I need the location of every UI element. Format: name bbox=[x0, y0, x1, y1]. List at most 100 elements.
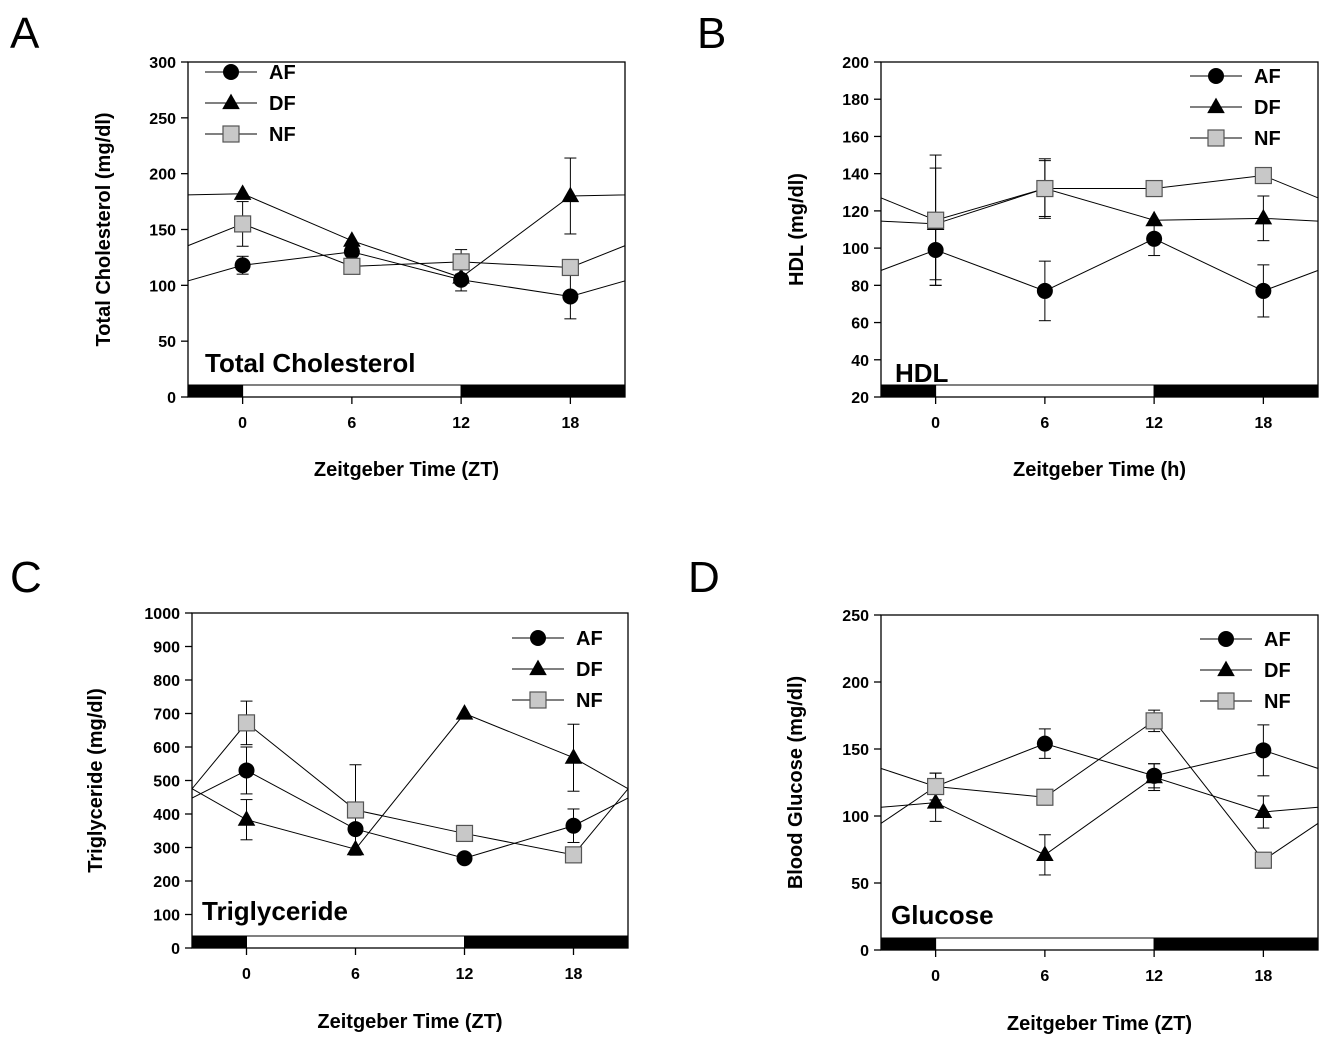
legend-label: NF bbox=[1264, 691, 1291, 713]
y-tick-label: 150 bbox=[842, 742, 869, 759]
dark-phase-bar bbox=[460, 384, 626, 398]
legend-label: AF bbox=[1264, 629, 1291, 651]
legend-label: DF bbox=[1254, 97, 1281, 119]
dark-phase-bar bbox=[191, 935, 247, 949]
panel-a: A 0 50 100 150 200 250 300 0 6 12 18 Zeitgeber Time … bbox=[10, 9, 626, 481]
x-tick-label: 0 bbox=[931, 968, 940, 985]
data-point-nf bbox=[455, 824, 474, 843]
x-axis-title: Zeitgeber Time (h) bbox=[1013, 459, 1186, 481]
data-point-df bbox=[1036, 845, 1054, 861]
x-tick-label: 6 bbox=[1040, 968, 1049, 985]
data-point-af bbox=[1255, 742, 1272, 759]
y-tick-label: 140 bbox=[842, 167, 869, 184]
y-tick-label: 300 bbox=[149, 55, 176, 72]
x-tick-label: 18 bbox=[565, 966, 583, 983]
legend: AF DF NF bbox=[205, 62, 296, 146]
legend-label: NF bbox=[1254, 128, 1281, 150]
y-tick-label: 120 bbox=[842, 204, 869, 221]
x-tick-label: 18 bbox=[561, 415, 579, 432]
y-tick-label: 40 bbox=[851, 353, 869, 370]
data-point-df bbox=[343, 231, 361, 247]
data-point-df bbox=[1254, 208, 1273, 225]
y-axis-title: Triglyceride (mg/dl) bbox=[85, 688, 107, 872]
y-tick-label: 20 bbox=[851, 390, 869, 407]
legend-marker-df bbox=[222, 93, 240, 110]
data-point-af bbox=[1146, 230, 1163, 247]
data-point-nf bbox=[1254, 851, 1272, 869]
x-tick-label: 18 bbox=[1254, 415, 1272, 432]
y-tick-label: 0 bbox=[171, 941, 180, 958]
panel-d: D 0 50 100 150 200 250 0 6 12 18 Zeitgeber Time (ZT… bbox=[688, 553, 1319, 1035]
series-line bbox=[192, 769, 628, 859]
y-tick-label: 0 bbox=[167, 390, 176, 407]
x-tick-label: 12 bbox=[452, 415, 470, 432]
legend-marker-nf bbox=[1217, 692, 1235, 710]
series-df bbox=[881, 763, 1318, 876]
data-point-df bbox=[1254, 802, 1273, 819]
data-point-df bbox=[1145, 767, 1163, 784]
data-point-nf bbox=[346, 801, 365, 819]
x-tick-label: 12 bbox=[1145, 968, 1163, 985]
series-nf bbox=[188, 201, 625, 277]
y-tick-label: 250 bbox=[842, 608, 869, 625]
dark-phase-bar bbox=[187, 384, 244, 398]
data-point-af bbox=[234, 257, 251, 274]
series-line bbox=[881, 238, 1318, 292]
series-line bbox=[881, 188, 1318, 225]
legend-label: NF bbox=[576, 690, 603, 712]
data-point-nf bbox=[1254, 166, 1272, 185]
plot-frame bbox=[880, 614, 1319, 951]
series-line bbox=[881, 776, 1318, 856]
y-tick-label: 500 bbox=[153, 774, 180, 791]
y-tick-label: 50 bbox=[158, 334, 176, 351]
y-tick-label: 180 bbox=[842, 92, 869, 109]
y-tick-label: 100 bbox=[149, 278, 176, 295]
legend-label: DF bbox=[576, 659, 603, 681]
data-point-nf bbox=[452, 253, 470, 271]
legend-marker-nf bbox=[1207, 129, 1225, 147]
series-nf bbox=[881, 709, 1318, 869]
data-point-nf bbox=[561, 258, 579, 277]
series-line bbox=[192, 722, 628, 856]
data-point-nf bbox=[237, 714, 256, 732]
legend: AF DF NF bbox=[1190, 66, 1281, 150]
y-tick-label: 80 bbox=[851, 278, 869, 295]
legend-label: AF bbox=[576, 628, 603, 650]
y-axis-title: HDL (mg/dl) bbox=[786, 173, 808, 286]
light-phase-bar bbox=[246, 935, 465, 949]
panel-letter: B bbox=[697, 9, 726, 58]
y-tick-label: 60 bbox=[851, 316, 869, 333]
y-tick-label: 100 bbox=[842, 241, 869, 258]
data-point-df bbox=[561, 186, 580, 203]
data-point-df bbox=[926, 793, 945, 809]
dark-phase-bar bbox=[1153, 384, 1319, 398]
y-tick-label: 150 bbox=[149, 223, 176, 240]
series-af bbox=[881, 724, 1318, 801]
x-axis-title: Zeitgeber Time (ZT) bbox=[314, 459, 499, 481]
y-tick-label: 100 bbox=[842, 809, 869, 826]
legend-marker-df bbox=[1217, 660, 1235, 677]
y-tick-label: 1000 bbox=[144, 606, 180, 623]
series-df bbox=[192, 704, 628, 856]
legend-marker-nf bbox=[222, 125, 240, 143]
legend-marker-df bbox=[529, 659, 547, 676]
x-axis-title: Zeitgeber Time (ZT) bbox=[1007, 1013, 1192, 1035]
y-tick-label: 0 bbox=[860, 943, 869, 960]
legend: AF DF NF bbox=[512, 628, 603, 712]
dark-phase-bar bbox=[1153, 937, 1319, 951]
y-axis-title: Total Cholesterol (mg/dl) bbox=[93, 112, 115, 346]
series-af bbox=[188, 242, 625, 320]
series-line bbox=[188, 223, 625, 268]
data-point-nf bbox=[1145, 712, 1163, 730]
legend-label: DF bbox=[1264, 660, 1291, 682]
plot-frame bbox=[187, 61, 626, 398]
data-point-nf bbox=[1145, 179, 1163, 198]
panel-b: B 20 40 60 80 100 120 140 160 180 200 0 6 12 18 Zeitgeb… bbox=[697, 9, 1319, 481]
data-point-af bbox=[565, 817, 582, 834]
panel-c: C 0 100 200 300 400 500 600 700 800 900 1000 0 6 12 18 Z… bbox=[10, 553, 629, 1033]
y-tick-label: 600 bbox=[153, 740, 180, 757]
data-point-nf bbox=[343, 257, 361, 275]
data-point-nf bbox=[927, 211, 945, 229]
legend-label: NF bbox=[269, 124, 296, 146]
x-tick-label: 6 bbox=[347, 415, 356, 432]
